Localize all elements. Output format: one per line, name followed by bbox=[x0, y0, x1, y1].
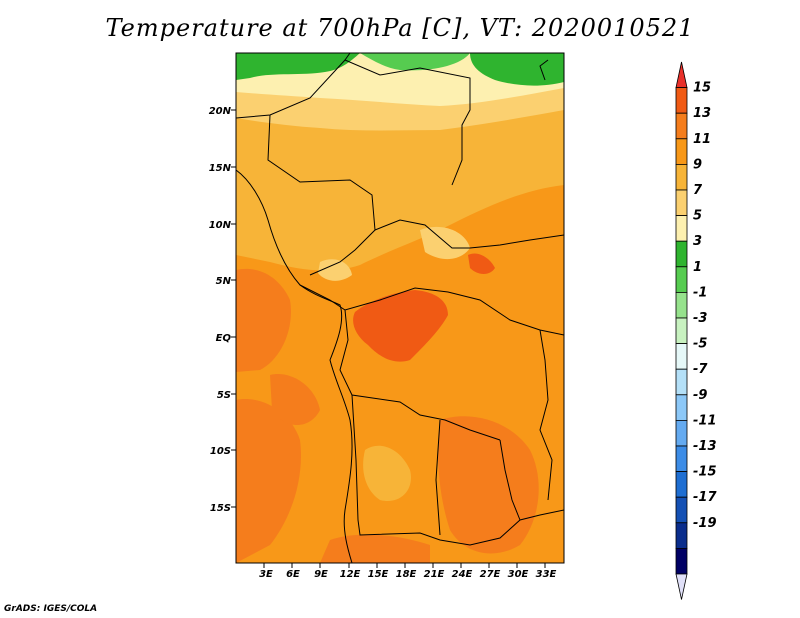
band-1-3-east bbox=[470, 53, 564, 86]
colorbar-segment bbox=[675, 471, 688, 498]
band-11-13 bbox=[236, 268, 291, 372]
lat-tick: 5S bbox=[217, 390, 231, 401]
colorbar-segment bbox=[675, 445, 688, 473]
colorbar-segment bbox=[675, 317, 688, 345]
colorbar-label: -9 bbox=[693, 388, 707, 403]
colorbar-label: 15 bbox=[693, 81, 711, 96]
lat-tick: 15S bbox=[210, 503, 231, 514]
lat-tick: EQ bbox=[216, 333, 232, 344]
band-13-15 bbox=[353, 290, 448, 362]
latitude-axis: 20N 15N 10N 5N EQ 5S 10S 15S bbox=[209, 106, 232, 514]
colorbar-segment bbox=[675, 522, 688, 549]
chart-title: Temperature at 700hPa [C], VT: 202001052… bbox=[105, 14, 695, 42]
lat-tick: 10S bbox=[210, 446, 231, 457]
colorbar-top-arrow bbox=[675, 61, 688, 88]
lat-tick: 10N bbox=[209, 220, 232, 231]
colorbar-label: -15 bbox=[693, 465, 717, 480]
lat-tick: 20N bbox=[209, 106, 232, 117]
lon-tick: 3E bbox=[259, 569, 273, 580]
colorbar-segment bbox=[675, 215, 688, 242]
colorbar-segment bbox=[675, 189, 688, 217]
colorbar-bottom-arrow bbox=[675, 573, 688, 600]
lon-tick: 18E bbox=[396, 569, 417, 580]
lon-tick: 6E bbox=[286, 569, 300, 580]
lon-tick: 33E bbox=[536, 569, 557, 580]
colorbar-segment bbox=[675, 368, 688, 396]
temperature-field bbox=[236, 53, 564, 563]
coastlines-and-borders bbox=[236, 53, 564, 563]
colorbar-label: -3 bbox=[693, 311, 707, 326]
colorbar-label: -1 bbox=[693, 285, 707, 300]
colorbar-label: 7 bbox=[693, 183, 703, 198]
colorbar-label: 5 bbox=[693, 209, 702, 224]
lon-tick: 24E bbox=[452, 569, 473, 580]
colorbar-segment bbox=[675, 496, 688, 524]
colorbar-label: 1 bbox=[693, 260, 702, 275]
colorbar-segment bbox=[675, 548, 688, 575]
colorbar-label: -5 bbox=[693, 337, 707, 352]
colorbar: 15 13 11 9 7 5 3 1 -1 -3 -5 -7 -9 -11 -13 -15 -17 -19 bbox=[675, 61, 717, 600]
lon-tick: 12E bbox=[340, 569, 361, 580]
colorbar-label: 9 bbox=[693, 157, 702, 172]
colorbar-label: -13 bbox=[693, 439, 717, 454]
lon-tick: 21E bbox=[424, 569, 445, 580]
colorbar-segment bbox=[675, 240, 688, 268]
colorbar-label: -19 bbox=[693, 516, 717, 531]
lat-tick: 15N bbox=[209, 163, 232, 174]
colorbar-label: -11 bbox=[693, 413, 717, 428]
colorbar-label: 3 bbox=[693, 234, 702, 249]
longitude-axis: 3E 6E 9E 12E 15E 18E 21E 24E 27E 30E 33E bbox=[259, 569, 556, 580]
colorbar-segment bbox=[675, 87, 688, 114]
lon-tick: 30E bbox=[508, 569, 529, 580]
lat-tick: 5N bbox=[216, 276, 232, 287]
colorbar-segment bbox=[675, 266, 688, 293]
colorbar-segment bbox=[675, 291, 688, 319]
lon-tick: 9E bbox=[314, 569, 328, 580]
lon-tick: 27E bbox=[480, 569, 501, 580]
lon-tick: 15E bbox=[368, 569, 389, 580]
colorbar-segment bbox=[675, 343, 688, 370]
colorbar-label: -17 bbox=[693, 490, 717, 505]
colorbar-segment bbox=[675, 163, 688, 191]
colorbar-label: -7 bbox=[693, 362, 708, 377]
colorbar-label: 11 bbox=[693, 132, 711, 147]
grads-credit: GrADS: IGES/COLA bbox=[4, 604, 98, 614]
colorbar-label: 13 bbox=[693, 106, 711, 121]
colorbar-segment bbox=[675, 112, 688, 140]
colorbar-segment bbox=[675, 394, 688, 421]
map-frame bbox=[235, 52, 565, 564]
band-1-3-west bbox=[236, 53, 360, 80]
colorbar-segment bbox=[675, 138, 688, 165]
colorbar-segment bbox=[675, 419, 688, 447]
